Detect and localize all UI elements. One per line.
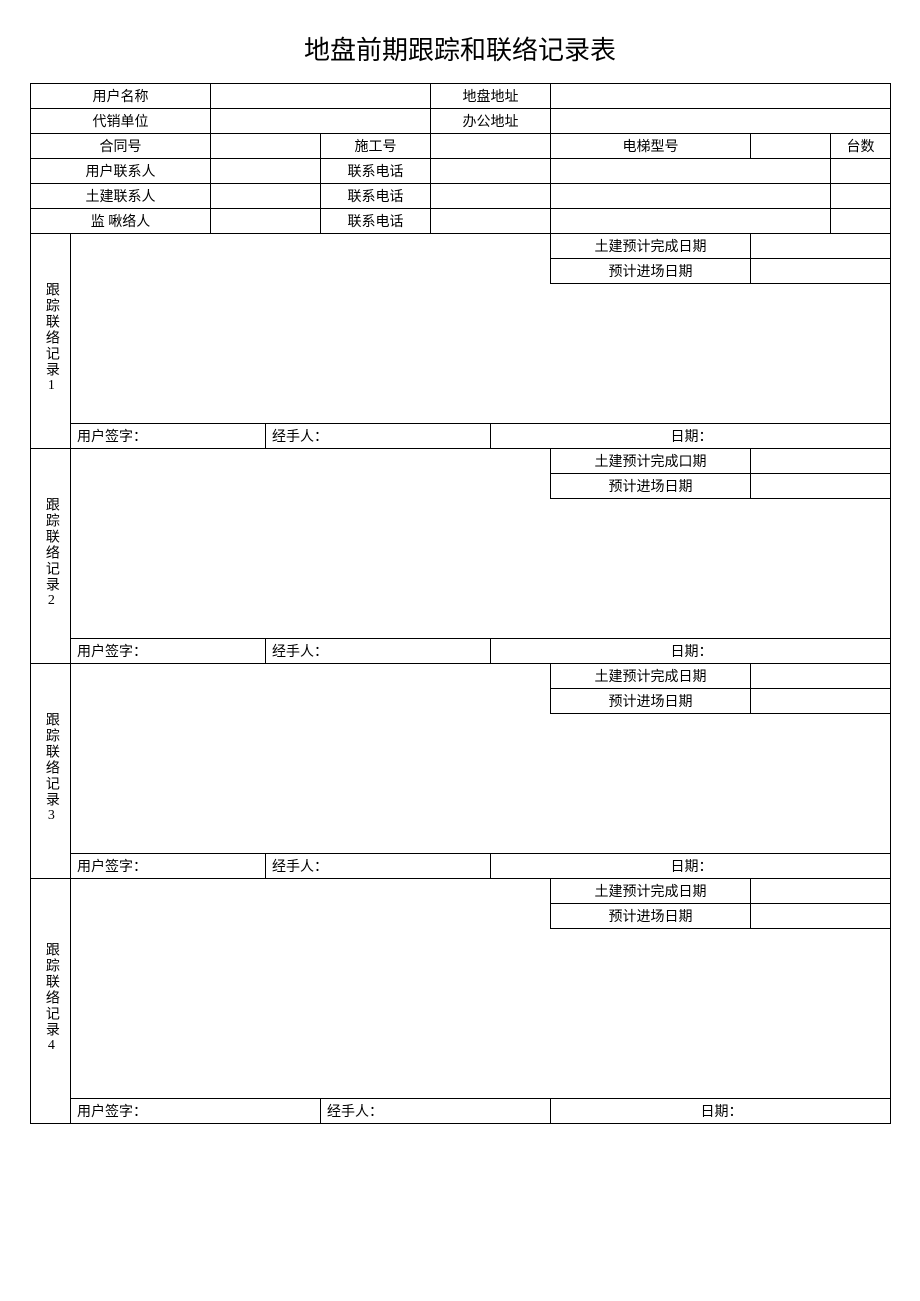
record-4-enter-date-label: 预计进场日期	[551, 904, 751, 929]
record-1-date: 日期：	[491, 424, 891, 449]
label-construction-no: 施工号	[321, 134, 431, 159]
record-3-civil-finish-label: 土建预计完成日期	[551, 664, 751, 689]
record-1-civil-finish-label: 土建预计完成日期	[551, 234, 751, 259]
record-4-user-sign: 用户签字：	[71, 1099, 321, 1124]
record-3-row-a: 跟踪联络记录3 土建预计完成日期	[31, 664, 891, 689]
record-1-row-c	[31, 284, 891, 424]
label-civil-contact: 土建联系人	[31, 184, 211, 209]
row-supervise-contact: 监 啾络人 联系电话	[31, 209, 891, 234]
value-elevator-model	[751, 134, 831, 159]
record-1-handler: 经手人：	[266, 424, 491, 449]
record-4-side-label: 跟踪联络记录4	[31, 879, 71, 1124]
record-4-body-top	[71, 879, 551, 929]
record-4-handler: 经手人：	[321, 1099, 551, 1124]
record-2-row-a: 跟踪联络记录2 土建预计完成口期	[31, 449, 891, 474]
record-2-body	[71, 499, 891, 639]
record-2-date: 日期：	[491, 639, 891, 664]
record-3-handler: 经手人：	[266, 854, 491, 879]
blank-sup-a	[551, 209, 831, 234]
label-supervise-phone: 联系电话	[321, 209, 431, 234]
row-contract: 合同号 施工号 电梯型号 台数	[31, 134, 891, 159]
record-2-row-sign: 用户签字： 经手人： 日期：	[31, 639, 891, 664]
value-site-address	[551, 84, 891, 109]
record-2-enter-date-value	[751, 474, 891, 499]
record-1-row-sign: 用户签字： 经手人： 日期：	[31, 424, 891, 449]
record-4-date: 日期：	[551, 1099, 891, 1124]
value-contract-no	[211, 134, 321, 159]
record-2-enter-date-label: 预计进场日期	[551, 474, 751, 499]
record-2-civil-finish-value	[751, 449, 891, 474]
record-3-user-sign: 用户签字：	[71, 854, 266, 879]
record-4-enter-date-value	[751, 904, 891, 929]
value-user-phone	[431, 159, 551, 184]
blank-user-a	[551, 159, 831, 184]
record-4-civil-finish-label: 土建预计完成日期	[551, 879, 751, 904]
doc-title: 地盘前期跟踪和联络记录表	[30, 30, 890, 67]
value-construction-no	[431, 134, 551, 159]
blank-sup-b	[831, 209, 891, 234]
label-elevator-model: 电梯型号	[551, 134, 751, 159]
record-2-body-top	[71, 449, 551, 499]
record-4-civil-finish-value	[751, 879, 891, 904]
record-3-side-label: 跟踪联络记录3	[31, 664, 71, 879]
record-3-body	[71, 714, 891, 854]
record-form-table: 用户名称 地盘地址 代销单位 办公地址 合同号 施工号 电梯型号 台数 用户联系…	[30, 83, 891, 1124]
record-3-date: 日期：	[491, 854, 891, 879]
record-4-row-sign: 用户签字： 经手人： 日期：	[31, 1099, 891, 1124]
label-user-contact: 用户联系人	[31, 159, 211, 184]
value-sales-unit	[211, 109, 431, 134]
record-2-side-label: 跟踪联络记录2	[31, 449, 71, 664]
label-qty: 台数	[831, 134, 891, 159]
label-supervise-contact: 监 啾络人	[31, 209, 211, 234]
record-4-body	[71, 929, 891, 1099]
label-sales-unit: 代销单位	[31, 109, 211, 134]
value-civil-phone	[431, 184, 551, 209]
record-2-row-c	[31, 499, 891, 639]
record-1-user-sign: 用户签字：	[71, 424, 266, 449]
label-civil-phone: 联系电话	[321, 184, 431, 209]
record-1-row-a: 跟踪联络记录1 土建预计完成日期	[31, 234, 891, 259]
value-supervise-contact	[211, 209, 321, 234]
row-civil-contact: 土建联系人 联系电话	[31, 184, 891, 209]
record-2-civil-finish-label: 土建预计完成口期	[551, 449, 751, 474]
record-2-user-sign: 用户签字：	[71, 639, 266, 664]
record-1-enter-date-value	[751, 259, 891, 284]
record-3-row-c	[31, 714, 891, 854]
record-4-row-c	[31, 929, 891, 1099]
row-sales-unit: 代销单位 办公地址	[31, 109, 891, 134]
row-user-name: 用户名称 地盘地址	[31, 84, 891, 109]
blank-civil-b	[831, 184, 891, 209]
blank-user-b	[831, 159, 891, 184]
row-user-contact: 用户联系人 联系电话	[31, 159, 891, 184]
blank-civil-a	[551, 184, 831, 209]
label-contract-no: 合同号	[31, 134, 211, 159]
label-site-address: 地盘地址	[431, 84, 551, 109]
value-user-contact	[211, 159, 321, 184]
record-1-body	[71, 284, 891, 424]
label-user-name: 用户名称	[31, 84, 211, 109]
value-civil-contact	[211, 184, 321, 209]
label-user-phone: 联系电话	[321, 159, 431, 184]
record-1-enter-date-label: 预计进场日期	[551, 259, 751, 284]
record-3-body-top	[71, 664, 551, 714]
record-3-enter-date-label: 预计进场日期	[551, 689, 751, 714]
value-supervise-phone	[431, 209, 551, 234]
label-office-address: 办公地址	[431, 109, 551, 134]
record-3-row-sign: 用户签字： 经手人： 日期：	[31, 854, 891, 879]
record-2-handler: 经手人：	[266, 639, 491, 664]
record-4-row-a: 跟踪联络记录4 土建预计完成日期	[31, 879, 891, 904]
value-user-name	[211, 84, 431, 109]
value-office-address	[551, 109, 891, 134]
record-1-civil-finish-value	[751, 234, 891, 259]
record-1-side-label: 跟踪联络记录1	[31, 234, 71, 449]
record-1-body-top	[71, 234, 551, 284]
record-3-civil-finish-value	[751, 664, 891, 689]
record-3-enter-date-value	[751, 689, 891, 714]
